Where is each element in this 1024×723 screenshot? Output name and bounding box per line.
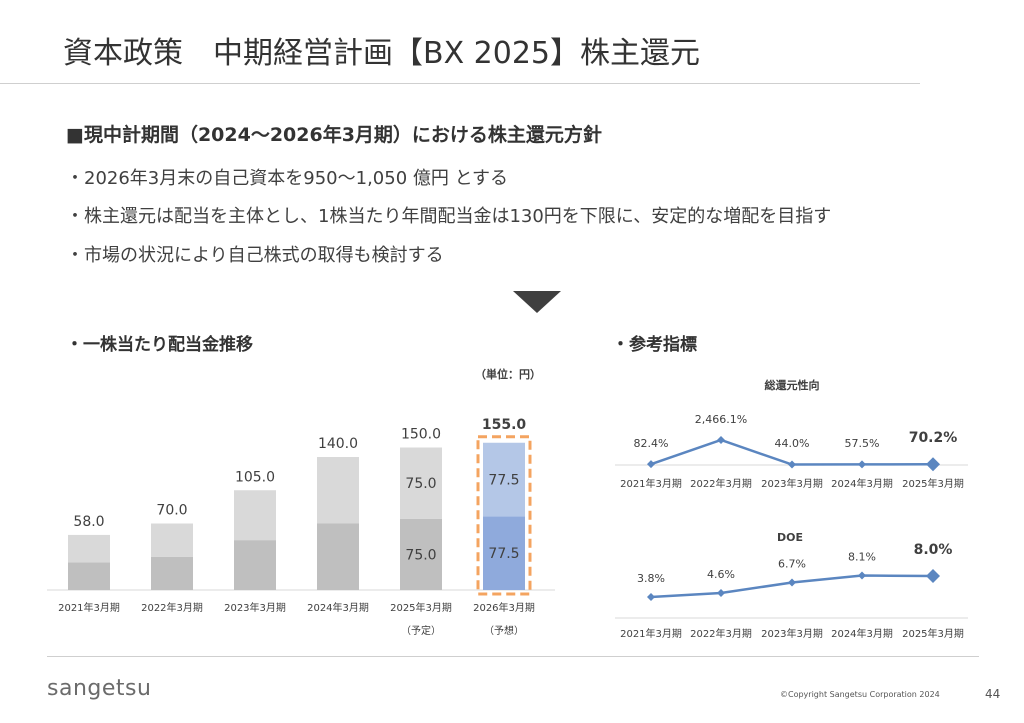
title-divider xyxy=(0,83,920,84)
payout-ratio-marker xyxy=(717,436,725,444)
bar-segment-label-upper: 77.5 xyxy=(488,473,519,489)
bar-category-label: 2021年3月期 xyxy=(58,601,120,614)
doe-value-label: 6.7% xyxy=(778,558,806,571)
payout-ratio-category-label: 2022年3月期 xyxy=(690,477,752,490)
bar-segment-label-upper: 75.0 xyxy=(405,476,436,492)
payout-ratio-value-label: 44.0% xyxy=(775,437,810,450)
dividend-chart-heading: ・一株当たり配当金推移 xyxy=(66,335,253,355)
bullet-dividend-policy: ・株主還元は配当を主体とし、1株当たり年間配当金は130円を下限に、安定的な増配… xyxy=(66,206,832,227)
bar-segment-lower xyxy=(234,540,276,590)
page-title: 資本政策 中期経営計画【BX 2025】株主還元 xyxy=(63,36,701,71)
doe-category-label: 2025年3月期 xyxy=(902,627,964,640)
bar-category-label: 2026年3月期 xyxy=(473,601,535,614)
bar-total-label: 140.0 xyxy=(318,436,358,452)
payout-ratio-marker xyxy=(858,460,866,469)
bar-category-label: 2024年3月期 xyxy=(307,601,369,614)
bar-total-label: 105.0 xyxy=(235,469,275,485)
doe-marker xyxy=(858,571,866,580)
company-logo: sangetsu xyxy=(47,676,152,701)
payout-ratio-category-label: 2024年3月期 xyxy=(831,477,893,490)
forecast-highlight-frame xyxy=(476,435,532,596)
doe-value-label: 3.8% xyxy=(637,572,665,585)
copyright: ©Copyright Sangetsu Corporation 2024 xyxy=(780,690,940,699)
down-arrow-icon xyxy=(513,291,561,313)
payout-ratio-marker xyxy=(926,457,940,472)
bar-segment-lower xyxy=(68,562,110,590)
payout-ratio-chart-title: 総還元性向 xyxy=(765,378,820,392)
bar-segment-upper xyxy=(68,534,110,563)
payout-ratio-value-label: 70.2% xyxy=(909,430,958,446)
bar-segment-upper xyxy=(317,457,359,524)
bullet-equity-target: ・2026年3月末の自己資本を950～1,050 億円 とする xyxy=(66,168,509,189)
footer-divider xyxy=(47,656,979,657)
page-number: 44 xyxy=(985,687,1001,701)
payout-ratio-marker xyxy=(788,460,796,469)
bar-total-label: 155.0 xyxy=(482,417,527,433)
doe-value-label: 8.1% xyxy=(848,551,876,564)
bar-segment-lower xyxy=(483,516,525,590)
doe-marker xyxy=(717,589,725,597)
bar-segment-label-lower: 75.0 xyxy=(405,547,436,563)
bar-category-label: 2022年3月期 xyxy=(141,601,203,614)
doe-value-label: 8.0% xyxy=(914,542,953,558)
payout-ratio-category-label: 2025年3月期 xyxy=(902,477,964,490)
bar-segment-upper xyxy=(234,490,276,541)
doe-marker xyxy=(647,593,655,601)
payout-ratio-marker xyxy=(647,460,655,469)
unit-label: （単位：円） xyxy=(475,368,541,381)
bar-total-label: 58.0 xyxy=(73,514,104,530)
bar-category-note: （予想） xyxy=(484,624,524,637)
doe-chart-title: DOE xyxy=(777,531,803,544)
bar-segment-lower xyxy=(400,518,442,590)
bar-category-note: （予定） xyxy=(401,624,441,637)
bar-segment-upper xyxy=(400,447,442,519)
doe-category-label: 2024年3月期 xyxy=(831,627,893,640)
section-heading: ■現中計期間（2024～2026年3月期）における株主還元方針 xyxy=(66,124,602,146)
doe-category-label: 2022年3月期 xyxy=(690,627,752,640)
bar-total-label: 150.0 xyxy=(401,427,441,443)
doe-category-label: 2023年3月期 xyxy=(761,627,823,640)
bar-category-label: 2025年3月期 xyxy=(390,601,452,614)
payout-ratio-category-label: 2021年3月期 xyxy=(620,477,682,490)
doe-value-label: 4.6% xyxy=(707,568,735,581)
bar-segment-upper xyxy=(483,442,525,517)
doe-category-label: 2021年3月期 xyxy=(620,627,682,640)
bullet-share-buyback: ・市場の状況により自己株式の取得も検討する xyxy=(66,245,444,266)
bar-segment-upper xyxy=(151,523,193,557)
reference-heading: ・参考指標 xyxy=(612,335,697,355)
payout-ratio-value-label: 57.5% xyxy=(845,437,880,450)
bar-total-label: 70.0 xyxy=(156,503,187,519)
bar-segment-lower xyxy=(151,556,193,590)
payout-ratio-value-label: 2,466.1% xyxy=(695,413,747,426)
payout-ratio-category-label: 2023年3月期 xyxy=(761,477,823,490)
payout-ratio-value-label: 82.4% xyxy=(634,437,669,450)
doe-marker xyxy=(788,578,796,587)
bar-segment-label-lower: 77.5 xyxy=(488,546,519,562)
doe-marker xyxy=(926,569,940,583)
bar-segment-lower xyxy=(317,523,359,590)
bar-category-label: 2023年3月期 xyxy=(224,601,286,614)
